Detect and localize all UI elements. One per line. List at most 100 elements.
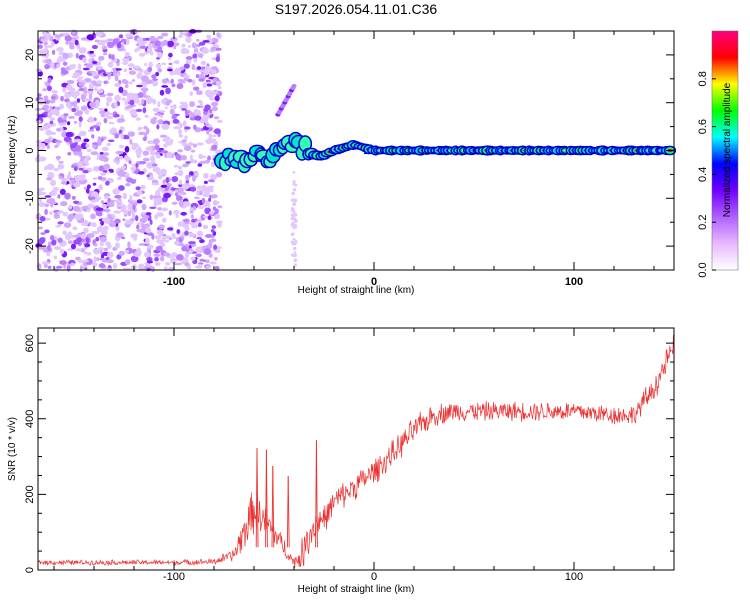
- noise-dot: [165, 87, 171, 95]
- noise-dot: [74, 213, 82, 221]
- noise-dot: [166, 151, 173, 159]
- noise-dot: [99, 249, 103, 255]
- spectrogram-noise-scatter: [34, 29, 298, 273]
- noise-dot: [177, 149, 184, 153]
- noise-dot: [201, 66, 206, 70]
- noise-dot: [98, 184, 103, 191]
- noise-dot: [130, 166, 137, 171]
- noise-dot: [96, 121, 102, 127]
- noise-dot: [185, 161, 191, 164]
- noise-dot: [170, 257, 177, 264]
- noise-dot: [95, 236, 100, 242]
- noise-dot: [156, 57, 160, 60]
- noise-dot: [120, 38, 127, 43]
- noise-dot: [49, 120, 54, 125]
- noise-dot: [107, 251, 114, 258]
- noise-dot: [165, 177, 170, 184]
- noise-dot: [184, 230, 189, 236]
- noise-dot: [173, 209, 180, 215]
- noise-dot: [118, 250, 125, 256]
- noise-dot: [124, 100, 129, 106]
- noise-dot: [185, 36, 192, 43]
- noise-dot: [195, 74, 200, 79]
- noise-dot: [91, 70, 98, 77]
- noise-dot: [56, 63, 61, 68]
- noise-dot: [86, 252, 92, 256]
- noise-dot: [56, 46, 64, 52]
- noise-dot: [62, 211, 68, 217]
- noise-dot: [134, 65, 141, 70]
- noise-dot: [142, 157, 150, 162]
- noise-dot: [216, 220, 223, 224]
- noise-dot: [171, 201, 178, 205]
- noise-dot: [45, 129, 52, 136]
- noise-dot: [156, 212, 164, 217]
- noise-dot: [60, 201, 68, 207]
- noise-dot: [78, 150, 83, 158]
- noise-dot: [84, 243, 91, 248]
- noise-dot: [290, 207, 295, 211]
- noise-dot: [92, 248, 101, 255]
- snr-spike: [287, 476, 290, 548]
- noise-dot: [46, 163, 55, 171]
- noise-dot: [96, 210, 103, 217]
- noise-dot: [176, 187, 185, 194]
- noise-dot: [84, 109, 90, 115]
- noise-dot: [67, 152, 72, 156]
- noise-dot: [71, 75, 79, 79]
- noise-dot: [57, 140, 62, 144]
- noise-dot: [211, 225, 217, 229]
- noise-dot: [133, 96, 137, 102]
- noise-dot: [293, 251, 297, 254]
- noise-dot: [106, 115, 114, 120]
- noise-dot: [149, 155, 156, 162]
- noise-dot: [81, 106, 85, 111]
- noise-dot: [137, 146, 142, 153]
- noise-dot: [83, 227, 89, 234]
- noise-dot: [158, 147, 165, 151]
- noise-dot: [92, 177, 98, 181]
- noise-dot: [146, 256, 153, 262]
- noise-dot: [115, 156, 120, 162]
- noise-dot: [157, 68, 163, 73]
- noise-dot: [161, 217, 167, 223]
- noise-dot: [81, 259, 90, 263]
- noise-dot: [105, 72, 113, 75]
- noise-dot: [177, 165, 183, 170]
- noise-dot: [197, 222, 202, 228]
- noise-dot: [197, 99, 202, 104]
- noise-dot: [133, 251, 141, 258]
- noise-dot: [209, 173, 218, 181]
- noise-dot: [154, 261, 161, 266]
- noise-dot: [131, 113, 138, 116]
- noise-dot: [118, 129, 123, 134]
- noise-dot: [169, 108, 174, 115]
- noise-dot: [41, 125, 49, 131]
- noise-dot: [44, 203, 50, 208]
- noise-dot: [47, 197, 56, 204]
- noise-dot: [290, 216, 295, 221]
- noise-dot: [136, 224, 140, 230]
- noise-dot: [127, 210, 132, 217]
- noise-dot: [95, 30, 104, 37]
- noise-dot: [44, 138, 52, 144]
- noise-dot: [91, 144, 97, 149]
- noise-dot: [44, 195, 52, 198]
- noise-dot: [67, 231, 72, 236]
- noise-dot: [127, 131, 135, 137]
- noise-dot: [208, 197, 212, 202]
- noise-dot: [144, 37, 151, 41]
- noise-dot: [140, 184, 146, 190]
- noise-dot: [57, 221, 64, 225]
- noise-dot: [120, 165, 127, 169]
- noise-dot: [147, 262, 151, 268]
- noise-dot: [68, 105, 72, 110]
- spectrogram-signal-track: [214, 131, 677, 174]
- noise-dot: [179, 101, 188, 105]
- noise-dot: [104, 108, 108, 112]
- noise-dot: [62, 230, 67, 235]
- noise-dot: [65, 131, 74, 138]
- noise-dot: [78, 76, 84, 79]
- noise-dot: [101, 41, 105, 48]
- noise-dot: [208, 179, 215, 183]
